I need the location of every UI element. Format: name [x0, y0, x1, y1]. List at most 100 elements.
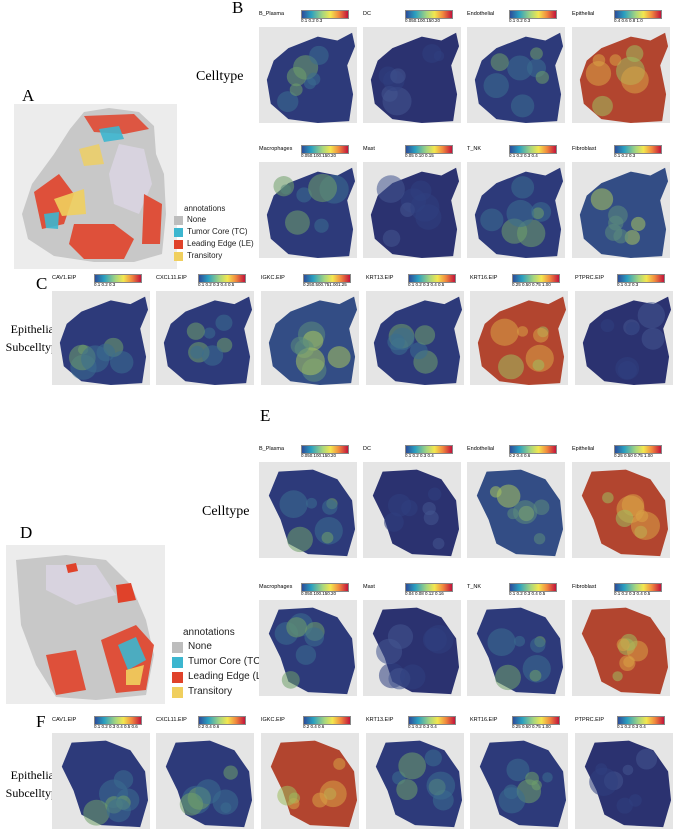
e-row2-2-name: T_NK [467, 584, 482, 590]
e-row1-2-expression-patch [533, 533, 546, 545]
label-line: Epithelial [10, 768, 58, 782]
b-row2-0-expression-patch [314, 218, 329, 233]
b-row1-0-expression-patch [277, 91, 299, 113]
f-2-expression-patch [277, 785, 298, 806]
b-row2-3-colorbar-ticks: 0.1 0.2 0.3 [614, 153, 636, 158]
f-4-tissue [479, 740, 567, 828]
legend-swatch-le [172, 672, 183, 683]
b-row1-0-expression-patch [309, 45, 329, 65]
e-row1-0-name: B_Plasma [259, 446, 285, 452]
b-row2-0-expression-patch [308, 173, 338, 203]
legend-swatch-transitory [172, 687, 183, 698]
f-3-expression-patch [426, 771, 456, 800]
b-row2-1-colorbar-ticks: 0.05 0.10 0.15 [405, 153, 434, 158]
c-1-colorbar [198, 274, 246, 283]
f-3-tissue [375, 740, 463, 828]
e-row1-0-tissue [268, 469, 356, 557]
legend-item-le: Leading Edge (LE) [188, 671, 272, 682]
b-row1-2-name: Endothelial [467, 11, 495, 17]
e-row1-1-expression-patch [432, 537, 445, 550]
f-4-colorbar-ticks: 0.25 0.50 0.75 1.00 [512, 724, 551, 729]
c-2-expression-patch [290, 336, 310, 355]
panel-letter-e: E [260, 406, 271, 425]
e-row2-0-expression-patch [281, 671, 300, 689]
c-0-colorbar-ticks: 0.1 0.2 0.3 [94, 282, 116, 287]
panel-letter-a: A [22, 86, 35, 105]
e-row2-1-spatial-map [363, 600, 461, 696]
f-1-colorbar [198, 716, 246, 725]
c-5-expression-patch [600, 319, 615, 333]
b-row1-1-expression-patch [422, 44, 442, 63]
c-4-name: KRT16.EIP [470, 275, 498, 281]
panel-letter-b: B [232, 0, 244, 17]
c-0-expression-patch [81, 345, 110, 373]
c-4-colorbar-ticks: 0.25 0.50 0.75 1.00 [512, 282, 551, 287]
f-4-expression-patch [542, 772, 553, 783]
e-row2-2-expression-patch [530, 637, 546, 653]
e-row2-1-expression-patch [399, 664, 426, 690]
e-row1-1-expression-patch [384, 512, 404, 532]
b-row2-2-colorbar-ticks: 0.1 0.2 0.3 0.4 [509, 153, 538, 158]
b-row2-3-expression-patch [613, 228, 629, 244]
f-4-spatial-map [470, 733, 568, 829]
e-row2-3-tissue [581, 607, 669, 695]
f-3-name: KRT13.EIP [366, 717, 394, 723]
f-4-expression-patch [525, 771, 539, 786]
f-4-colorbar [512, 716, 560, 725]
f-1-expression-patch [179, 792, 204, 816]
c-5-expression-patch [637, 302, 666, 329]
b-row2-1-expression-patch [376, 175, 405, 203]
b-row2-0-expression-patch [296, 187, 312, 203]
c-2-name: IGKC.EIP [261, 275, 285, 281]
f-2-tissue-base [270, 740, 358, 828]
e-row1-0-colorbar-ticks: 0.050.100.150.20 [301, 453, 337, 458]
epithelial-subcelltype-label-c: Epithelial Subcelltype [4, 320, 64, 356]
b-row2-2-name: T_NK [467, 146, 482, 152]
c-2-tissue [268, 296, 358, 385]
f-5-expression-patch [622, 764, 634, 776]
c-3-name: KRT13.EIP [366, 275, 394, 281]
f-5-colorbar [617, 716, 665, 725]
b-row1-0-colorbar-ticks: 0.1 0.2 0.3 [301, 18, 323, 23]
e-row2-1-expression-patch [376, 638, 403, 665]
b-row2-3-name: Fibroblast [572, 146, 597, 152]
c-3-tissue [373, 296, 463, 385]
b-row2-0-tissue [266, 167, 356, 258]
b-row2-0-name: Macrophages [259, 146, 293, 152]
e-row2-1-colorbar-ticks: 0.04 0.08 0.12 0.16 [405, 591, 444, 596]
c-1-expression-patch [215, 314, 233, 331]
b-row1-0-expression-patch [307, 72, 321, 86]
e-row1-2-colorbar-ticks: 0.2 0.4 0.6 [509, 453, 531, 458]
c-2-colorbar-ticks: 0.250.500.751.001.25 [303, 282, 347, 287]
b-row1-2-expression-patch [483, 73, 509, 99]
e-row1-0-expression-patch [306, 497, 318, 509]
c-4-expression-patch [490, 318, 519, 346]
b-row2-2-expression-patch [480, 208, 504, 232]
legend-swatch-tc [174, 228, 183, 237]
c-0-spatial-map [52, 291, 150, 385]
legend-item-none: None [188, 641, 212, 652]
b-row1-1-expression-patch [390, 68, 406, 84]
b-row1-3-expression-patch [585, 61, 612, 86]
label-line: Epithelial [10, 322, 58, 336]
e-row2-2-spatial-map [467, 600, 565, 696]
b-row1-1-expression-patch [382, 86, 412, 116]
f-3-expression-patch [396, 779, 418, 800]
b-row1-2-tissue [474, 32, 564, 123]
c-1-spatial-map [156, 291, 254, 385]
e-row2-3-spatial-map [572, 600, 670, 696]
e-row2-3-colorbar-ticks: 0.1 0.2 0.3 0.4 0.5 [614, 591, 651, 596]
b-row2-0-expression-patch [273, 176, 295, 197]
celltype-label-b: Celltype [196, 69, 244, 84]
legend-item-tc: Tumor Core (TC) [187, 227, 248, 236]
f-0-expression-patch [83, 799, 110, 826]
c-4-tissue [477, 296, 567, 385]
tissue-annotation-map-a [22, 108, 166, 262]
c-4-colorbar [512, 274, 560, 283]
e-row1-3-name: Epithelial [572, 446, 595, 452]
f-0-colorbar-ticks: 0.1 0.2 0.3 0.4 0.5 0.6 [94, 724, 138, 729]
b-row1-3-tissue [579, 32, 669, 123]
f-4-name: KRT16.EIP [470, 717, 498, 723]
b-row1-2-expression-patch [510, 94, 535, 118]
b-row1-3-expression-patch [609, 54, 622, 66]
